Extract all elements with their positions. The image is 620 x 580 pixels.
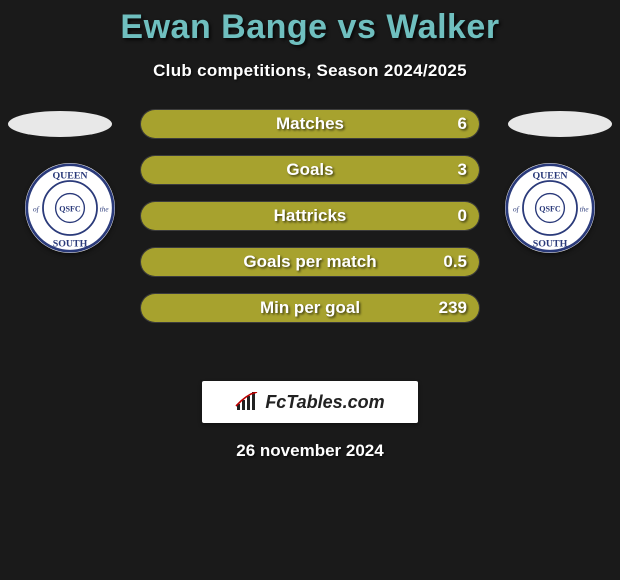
stat-fill-left: [141, 294, 310, 322]
stat-fill-right: [310, 248, 479, 276]
svg-text:the: the: [580, 206, 590, 214]
svg-text:QUEEN: QUEEN: [532, 170, 567, 181]
right-team-stack: QUEEN SOUTH of the QSFC: [500, 109, 620, 253]
svg-text:QSFC: QSFC: [539, 205, 561, 214]
comparison-card: Ewan Bange vs Walker Club competitions, …: [0, 0, 620, 461]
svg-text:SOUTH: SOUTH: [53, 239, 88, 250]
team-ellipse-left: [8, 111, 112, 137]
stat-row: Min per goal239: [140, 293, 480, 323]
branding-text: FcTables.com: [265, 392, 384, 413]
stat-fill-right: [310, 202, 479, 230]
branding-badge: FcTables.com: [202, 381, 418, 423]
stat-row: Hattricks0: [140, 201, 480, 231]
date-text: 26 november 2024: [0, 441, 620, 461]
title-vs: vs: [338, 8, 377, 46]
stat-row: Matches6: [140, 109, 480, 139]
title-player1: Ewan Bange: [120, 8, 327, 46]
svg-text:QSFC: QSFC: [59, 205, 81, 214]
page-title: Ewan Bange vs Walker: [0, 8, 620, 47]
stat-fill-right: [310, 110, 479, 138]
title-player2: Walker: [386, 8, 499, 46]
team-crest-left: QUEEN SOUTH of the QSFC: [25, 163, 115, 253]
svg-text:SOUTH: SOUTH: [533, 239, 568, 250]
stat-bars: Matches6 Goals3 Hattricks0 Goals per match0…: [140, 109, 480, 323]
left-team-stack: QUEEN SOUTH of the QSFC: [0, 109, 120, 253]
stat-fill-left: [141, 248, 310, 276]
team-crest-right: QUEEN SOUTH of the QSFC: [505, 163, 595, 253]
stat-fill-right: [310, 294, 479, 322]
branding-chart-icon: [235, 392, 259, 412]
svg-text:QUEEN: QUEEN: [52, 170, 87, 181]
team-ellipse-right: [508, 111, 612, 137]
stats-arena: QUEEN SOUTH of the QSFC QUEEN SOUTH of t…: [0, 109, 620, 359]
subtitle: Club competitions, Season 2024/2025: [0, 61, 620, 81]
stat-fill-right: [310, 156, 479, 184]
stat-fill-left: [141, 110, 310, 138]
stat-fill-left: [141, 202, 310, 230]
stat-row: Goals per match0.5: [140, 247, 480, 277]
stat-fill-left: [141, 156, 310, 184]
svg-text:the: the: [100, 206, 110, 214]
stat-row: Goals3: [140, 155, 480, 185]
